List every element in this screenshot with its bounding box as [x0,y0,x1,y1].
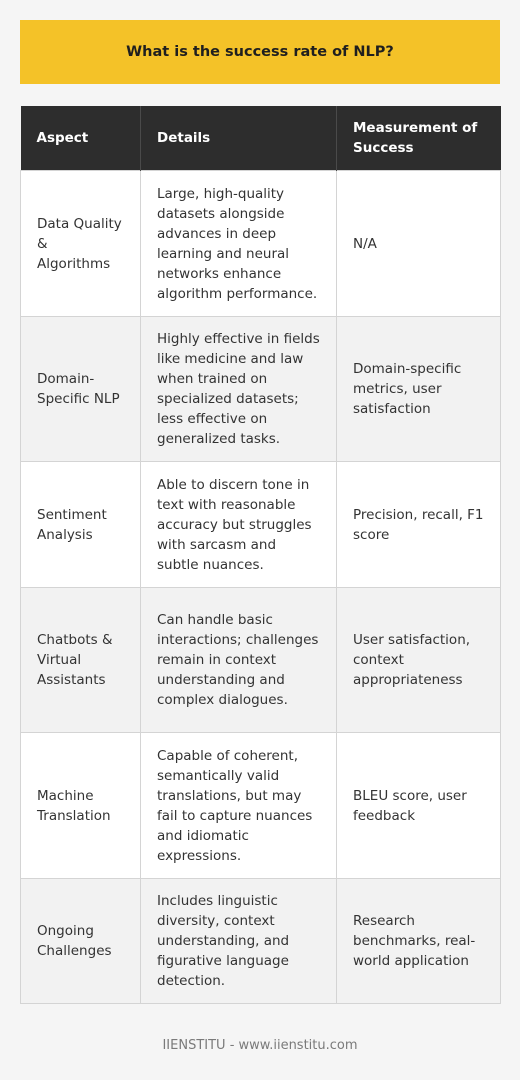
cell-details: Includes linguistic diversity, context u… [140,878,337,1004]
cell-measurement: User satisfaction, context appropriatene… [336,587,501,733]
cell-details: Can handle basic interactions; challenge… [140,587,337,733]
page-title: What is the success rate of NLP? [126,44,394,60]
cell-aspect: Machine Translation [20,732,141,879]
table-header-row: Aspect Details Measurement of Success [20,106,501,171]
cell-measurement: Domain-specific metrics, user satisfacti… [336,316,501,462]
cell-measurement: N/A [336,170,501,317]
cell-details: Large, high-quality datasets alongside a… [140,170,337,317]
table-row: Chatbots & Virtual Assistants Can handle… [20,587,501,733]
footer-credit: IIENSTITU - www.iienstitu.com [162,1038,358,1053]
table-row: Domain-Specific NLP Highly effective in … [20,316,501,462]
cell-aspect: Chatbots & Virtual Assistants [20,587,141,733]
cell-aspect: Ongoing Challenges [20,878,141,1004]
cell-details: Able to discern tone in text with reason… [140,461,337,588]
cell-details: Capable of coherent, semantically valid … [140,732,337,879]
table-row: Sentiment Analysis Able to discern tone … [20,461,501,588]
header-measurement: Measurement of Success [336,106,501,171]
success-rate-table: Aspect Details Measurement of Success Da… [20,106,501,1004]
table-row: Ongoing Challenges Includes linguistic d… [20,878,501,1004]
cell-measurement: BLEU score, user feedback [336,732,501,879]
cell-details: Highly effective in fields like medicine… [140,316,337,462]
cell-measurement: Research benchmarks, real-world applicat… [336,878,501,1004]
table-row: Data Quality & Algorithms Large, high-qu… [20,170,501,317]
cell-aspect: Data Quality & Algorithms [20,170,141,317]
header-details: Details [140,106,337,171]
table-row: Machine Translation Capable of coherent,… [20,732,501,879]
header-aspect: Aspect [20,106,141,171]
cell-aspect: Sentiment Analysis [20,461,141,588]
title-banner: What is the success rate of NLP? [20,20,500,84]
cell-aspect: Domain-Specific NLP [20,316,141,462]
cell-measurement: Precision, recall, F1 score [336,461,501,588]
